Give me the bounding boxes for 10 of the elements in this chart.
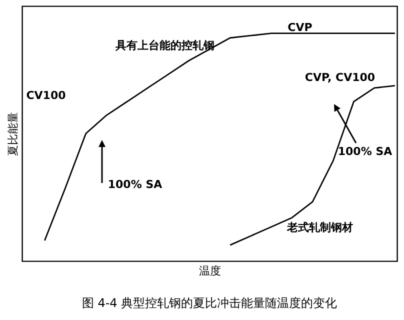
y-axis-title: 夏比能量 xyxy=(6,112,20,156)
annotation: 老式轧制钢材 xyxy=(286,221,353,234)
text: 图 4-4 典型控轧钢的夏比冲击能量随温度的变化 xyxy=(82,296,338,310)
x-axis-title: 温度 xyxy=(199,264,221,278)
annotation: CV100 xyxy=(26,89,66,102)
annotation: CVP xyxy=(288,21,312,34)
annotation: CVP, CV100 xyxy=(304,71,376,84)
annotation: 具有上台能的控轧钢 xyxy=(114,39,214,52)
annotation: 100% SA xyxy=(108,178,163,191)
annotation: 100% SA xyxy=(338,145,393,158)
